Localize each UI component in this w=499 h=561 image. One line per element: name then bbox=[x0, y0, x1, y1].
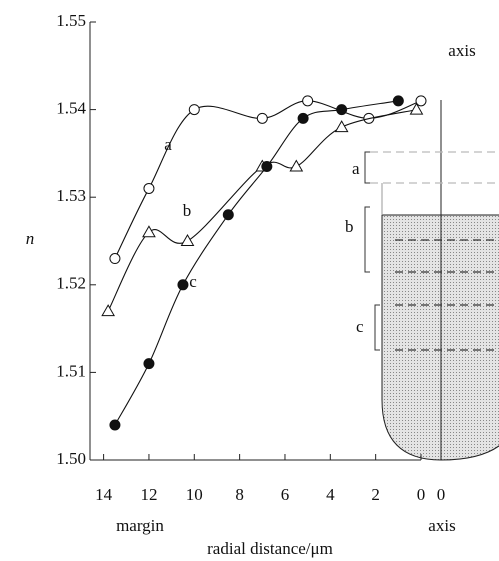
y-tick-label: 1.50 bbox=[56, 449, 86, 468]
x-tick-label: 6 bbox=[281, 485, 290, 504]
circle-marker bbox=[256, 112, 268, 124]
y-tick-label: 1.52 bbox=[56, 274, 86, 293]
x-tick-label: 14 bbox=[95, 485, 113, 504]
circle-marker bbox=[415, 95, 427, 107]
x-tick-label: 0 bbox=[417, 485, 426, 504]
x-axis-label: radial distance/μm bbox=[207, 539, 333, 558]
x-tick-label: 12 bbox=[140, 485, 157, 504]
circle-marker bbox=[336, 104, 348, 116]
triangle-marker bbox=[334, 120, 349, 133]
triangle-marker bbox=[409, 102, 424, 115]
inset-label: b bbox=[345, 217, 354, 236]
triangle-marker bbox=[289, 159, 304, 172]
x-tick-label: 4 bbox=[326, 485, 335, 504]
inset-label: c bbox=[356, 317, 364, 336]
annotation: axis bbox=[428, 516, 455, 535]
circle-marker bbox=[302, 95, 314, 107]
curve bbox=[114, 100, 399, 426]
triangle-marker bbox=[101, 304, 115, 317]
inset-tick-label: 0 bbox=[437, 485, 446, 504]
y-axis-label: n bbox=[26, 229, 35, 248]
circle-marker bbox=[109, 419, 121, 431]
circle-marker bbox=[188, 104, 200, 116]
triangle-marker bbox=[180, 233, 195, 246]
circle-marker bbox=[143, 358, 155, 370]
x-tick-label: 8 bbox=[235, 485, 244, 504]
circle-marker bbox=[261, 161, 273, 173]
circle-marker bbox=[143, 182, 155, 194]
inset-label: a bbox=[352, 159, 360, 178]
circle-marker bbox=[297, 112, 309, 124]
circle-marker bbox=[392, 95, 404, 107]
y-tick-label: 1.54 bbox=[56, 99, 86, 118]
circle-marker bbox=[109, 253, 121, 265]
circle-marker bbox=[222, 209, 234, 221]
curve-label: a bbox=[164, 135, 172, 154]
triangle-marker bbox=[142, 225, 156, 238]
y-tick-label: 1.55 bbox=[56, 11, 86, 30]
x-tick-label: 10 bbox=[186, 485, 203, 504]
y-tick-label: 1.53 bbox=[56, 186, 86, 205]
circle-marker bbox=[177, 279, 189, 291]
curve bbox=[107, 109, 417, 312]
annotation: axis bbox=[448, 41, 475, 60]
y-tick-label: 1.51 bbox=[56, 361, 86, 380]
annotation: margin bbox=[116, 516, 164, 535]
x-tick-label: 2 bbox=[371, 485, 380, 504]
curve-label: b bbox=[183, 201, 192, 220]
inset-diagram: a b c 0 bbox=[345, 100, 499, 504]
curve-label: c bbox=[189, 272, 197, 291]
curve bbox=[114, 100, 422, 259]
